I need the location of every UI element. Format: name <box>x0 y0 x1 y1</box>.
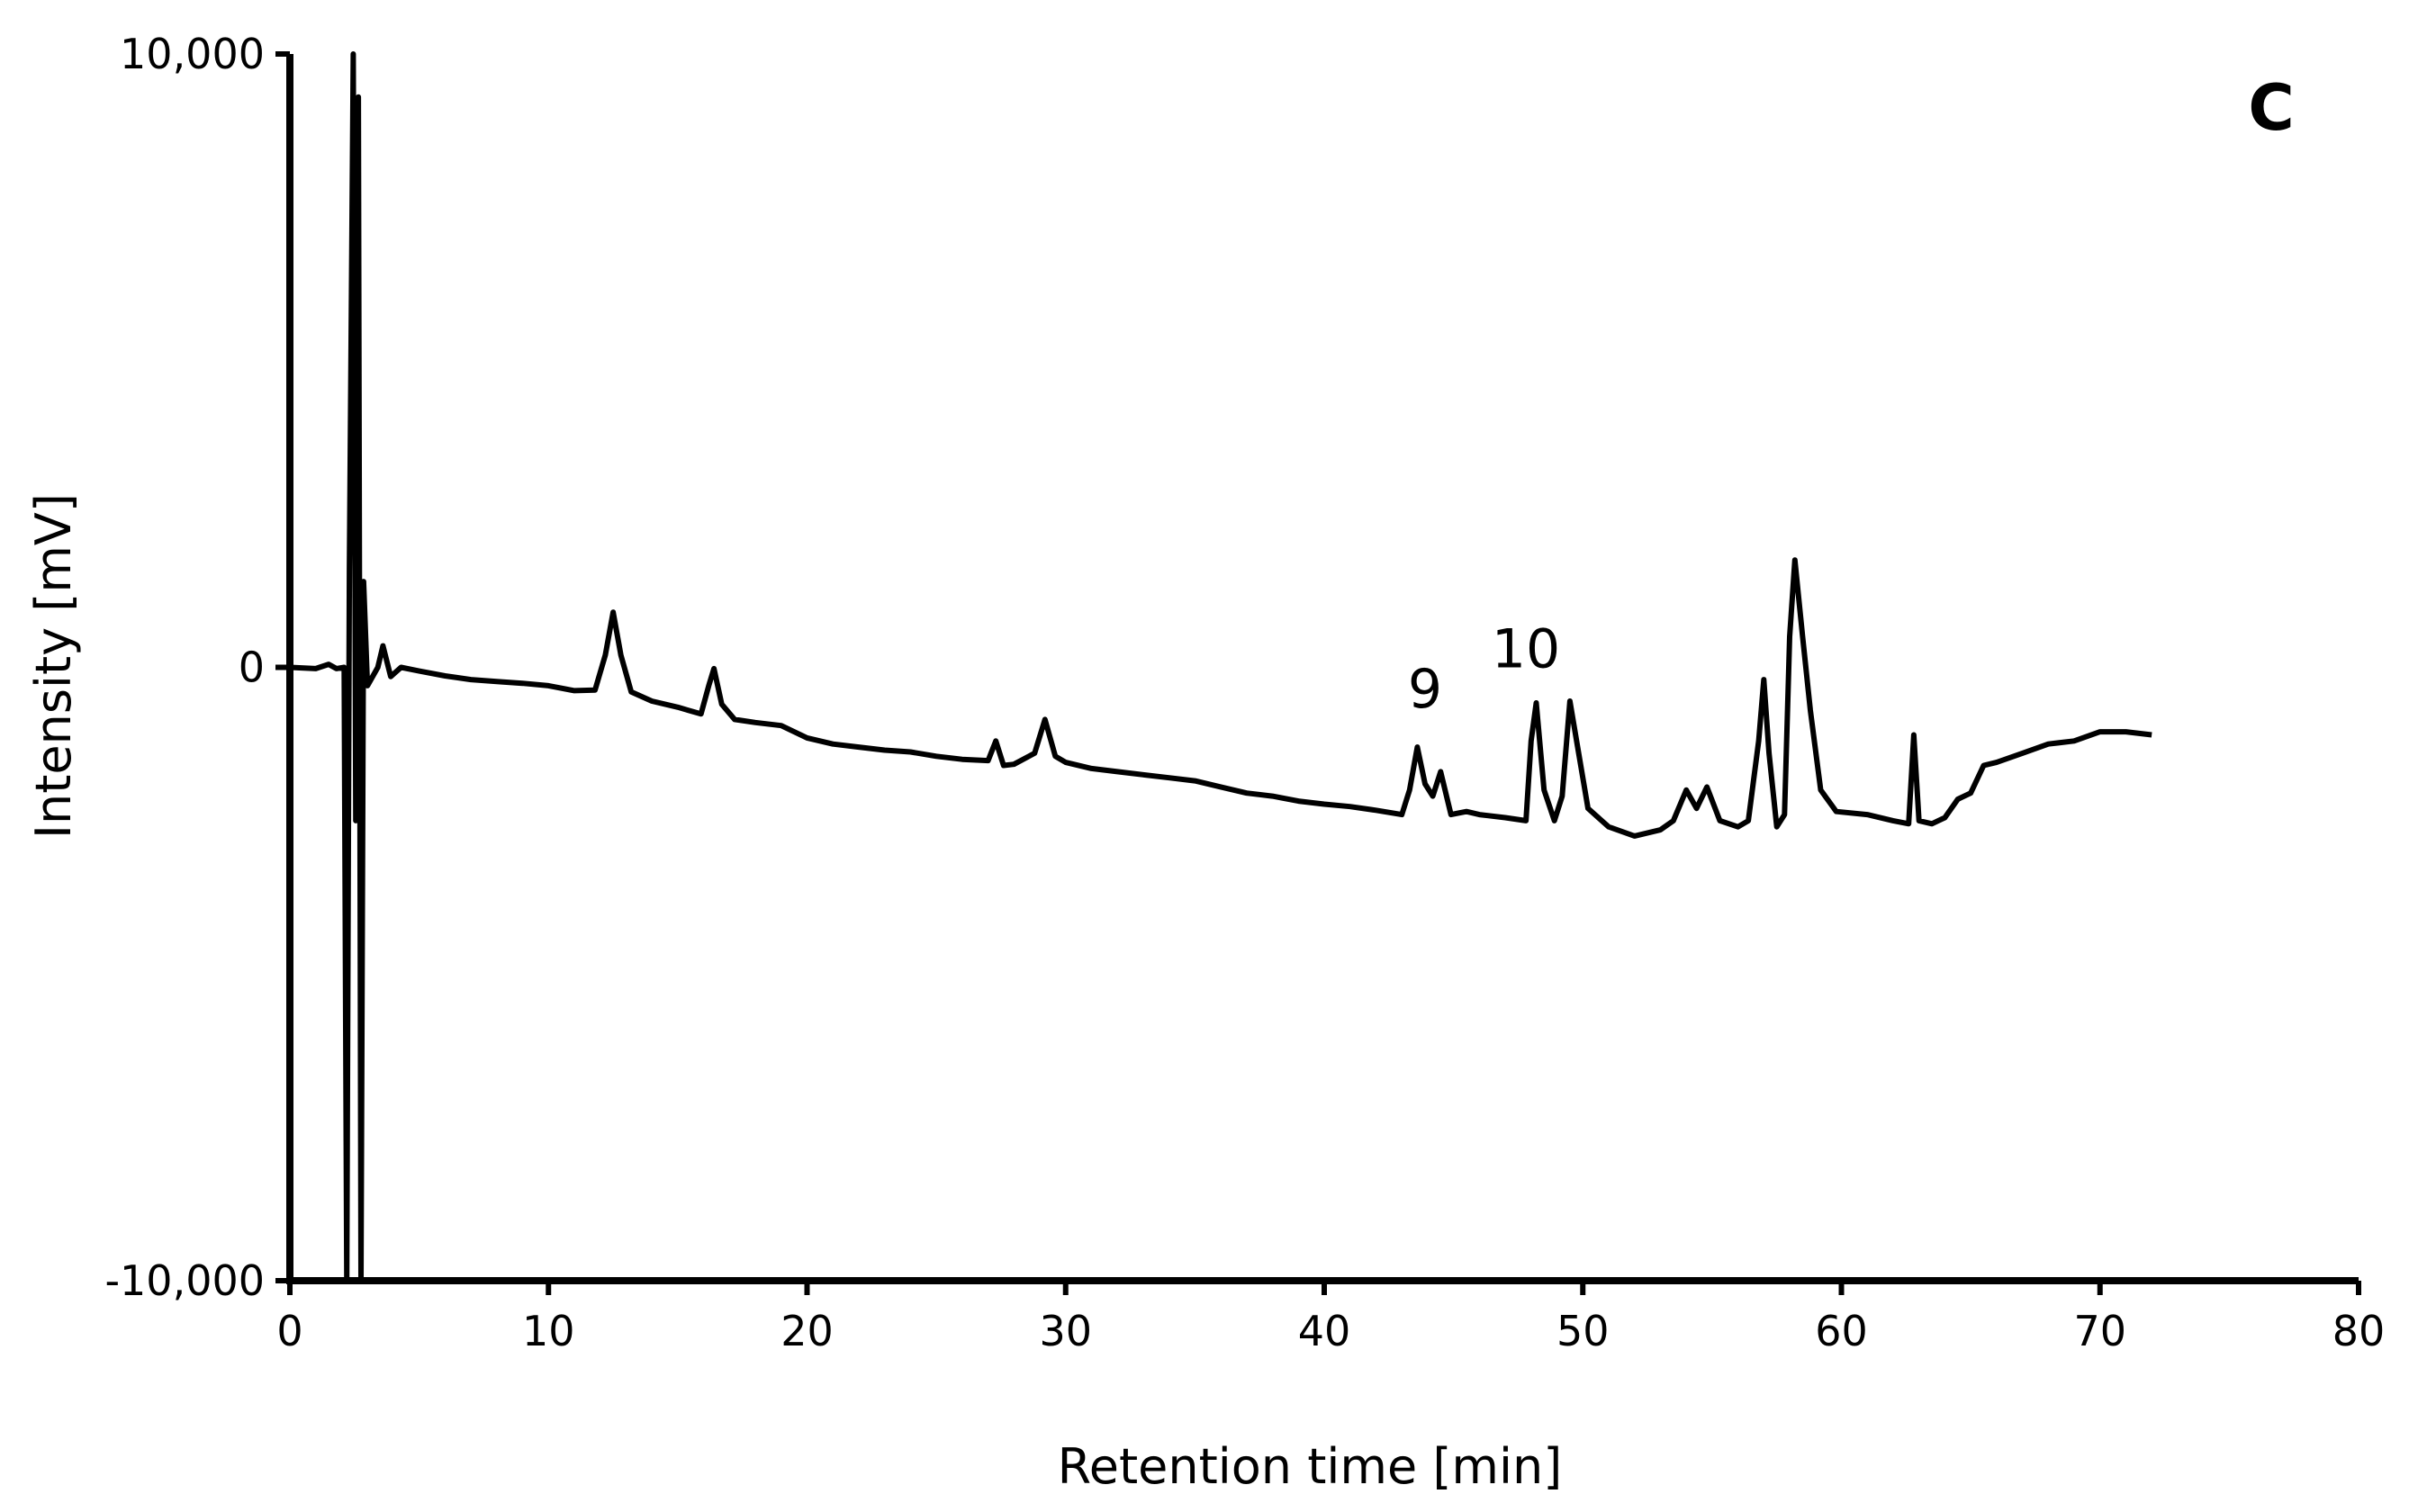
labels-layer: Retention time [min] Intensity [mV] C <box>25 71 2295 1495</box>
series-line-0 <box>289 51 2152 1283</box>
y-axis-title: Intensity [mV] <box>25 493 82 839</box>
x-tick-label-1: 10 <box>522 1307 575 1355</box>
y-tick-label-0: -10,000 <box>104 1256 265 1305</box>
panel-label: C <box>2248 71 2294 145</box>
plot-layer: 9 10 <box>289 51 2152 1283</box>
x-tick-label-2: 20 <box>780 1307 834 1355</box>
x-tick-label-3: 30 <box>1039 1307 1092 1355</box>
x-tick-label-6: 60 <box>1815 1307 1868 1355</box>
x-tick-label-8: 80 <box>2332 1307 2386 1355</box>
x-axis-title: Retention time [min] <box>1058 1438 1563 1495</box>
y-tick-label-2: 10,000 <box>120 30 265 78</box>
x-tick-label-7: 70 <box>2073 1307 2126 1355</box>
y-tick-label-1: 0 <box>239 644 265 692</box>
peak-annotation-1: 10 <box>1492 618 1560 681</box>
x-tick-label-4: 40 <box>1298 1307 1351 1355</box>
peak-annotation-0: 9 <box>1408 658 1442 721</box>
x-tick-label-5: 50 <box>1556 1307 1610 1355</box>
x-tick-label-0: 0 <box>276 1307 302 1355</box>
